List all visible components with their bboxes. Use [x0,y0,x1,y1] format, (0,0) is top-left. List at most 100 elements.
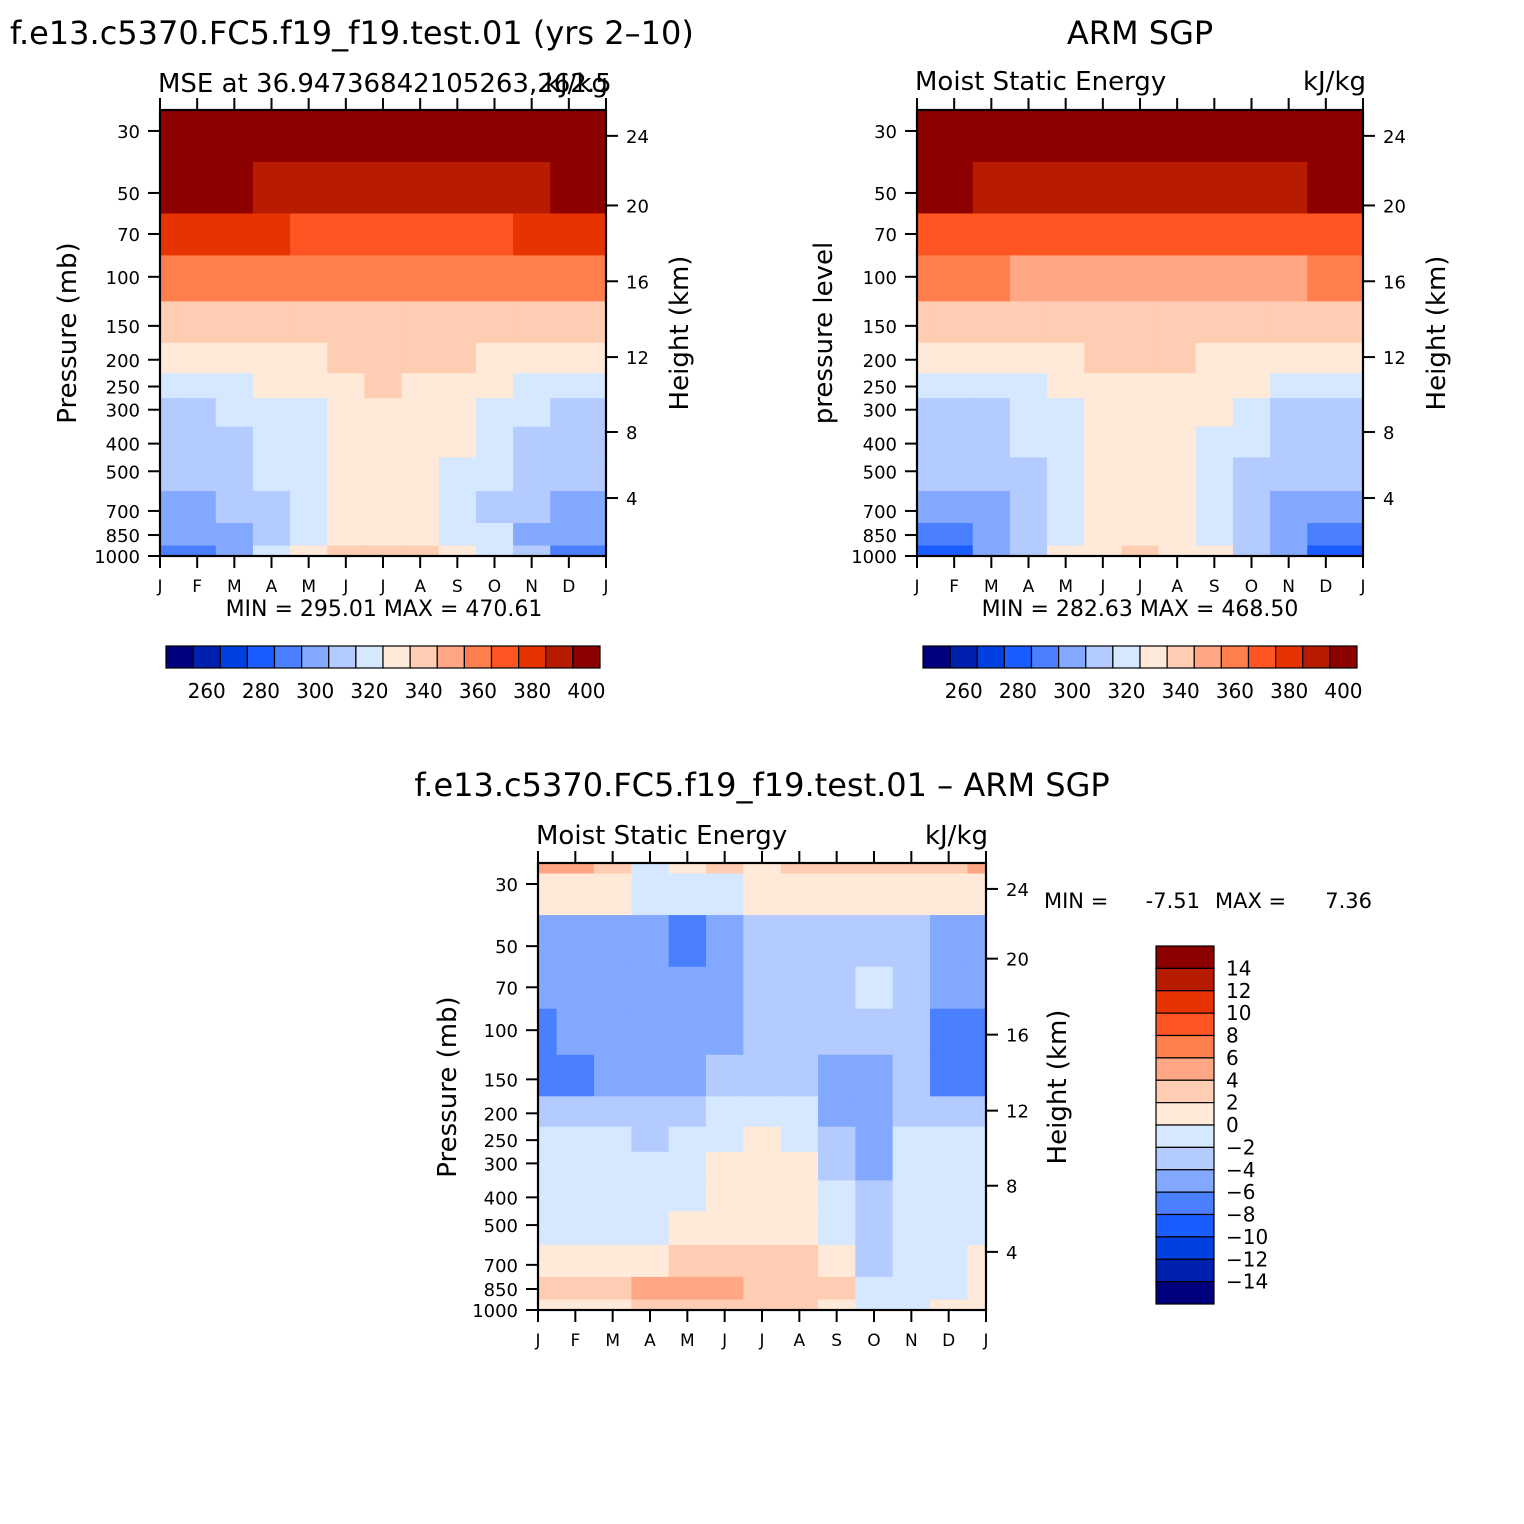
heatmap-cell [818,1180,856,1212]
heatmap-cell [1121,523,1160,547]
colorbar-label: 400 [1324,679,1362,703]
heatmap-cell [668,966,707,1010]
heatmap-cell [290,213,328,256]
heatmap-cell [327,213,366,256]
x-tick-label: N [905,1331,918,1351]
heatmap-cell [364,545,403,557]
heatmap-cell [475,373,514,399]
heatmap-cell [538,1151,558,1181]
y-tick-label: 400 [863,435,897,456]
heatmap-cell [935,373,974,399]
colorbar-label: −2 [1226,1135,1255,1159]
heatmap-cell [178,161,217,215]
heatmap-cell [967,1244,987,1278]
heatmap-cell [252,301,291,344]
heatmap-cell [917,426,937,459]
heatmap-cell [1121,398,1160,428]
heatmap-cell [780,863,819,875]
heatmap-cell [401,110,440,163]
heatmap-cell [550,523,589,547]
x-tick-label: M [227,577,242,597]
x-tick-label: O [867,1331,880,1351]
heatmap-cell [594,1151,632,1181]
heatmap-cell [1307,213,1346,256]
heatmap-cell [668,1126,707,1153]
colorbar-box [1155,967,1215,992]
heatmap-cell [1232,213,1271,256]
y-tick-label: 500 [863,462,897,483]
y2-tick-label: 20 [1006,950,1029,971]
colorbar-label: 360 [459,679,497,703]
heatmap-cell [513,213,551,256]
heatmap-cell [550,398,589,428]
heatmap-cell [967,1211,987,1246]
heatmap-cell [855,1151,894,1181]
heatmap-cell [706,1096,744,1128]
heatmap-cell [706,1180,744,1212]
x-tick-label: N [1282,577,1295,597]
y2-tick-label: 12 [1383,348,1406,369]
heatmap-cell [818,966,856,1010]
heatmap-cell [1270,457,1308,492]
heatmap-cell [1084,213,1123,256]
heatmap-cell [917,213,937,256]
heatmap-cell [1307,426,1346,459]
x-tick-label: M [984,577,999,597]
heatmap-cell [1307,491,1346,524]
colorbar-label: 0 [1226,1113,1239,1137]
heatmap-cell [743,1054,782,1097]
heatmap-cell [935,545,974,557]
heatmap-cell [364,213,403,256]
heatmap-cell [364,426,403,459]
panel-obs-units: kJ/kg [1303,67,1366,97]
heatmap-cell [1158,426,1197,459]
heatmap-cell [364,161,403,215]
colorbar-box [1030,645,1060,669]
heatmap-cell [631,1180,670,1212]
heatmap-cell [892,966,931,1010]
heatmap-cell [855,1008,894,1056]
heatmap-cell [818,873,856,916]
colorbar-label: −8 [1226,1203,1255,1227]
heatmap-cell [972,255,1011,302]
heatmap-cell [550,301,589,344]
heatmap-cell [892,1276,931,1301]
colorbar-box [1085,645,1114,669]
heatmap-cell [1270,301,1308,344]
heatmap-cell [1344,457,1364,492]
heatmap-cell [743,966,782,1010]
heatmap-cell [930,1054,968,1097]
heatmap-cell [1009,301,1048,344]
heatmap-cell [1232,545,1271,557]
panel-diff-stats-max: 7.36 [1325,889,1372,913]
heatmap-cell [706,1299,744,1311]
heatmap-cell [930,1008,968,1056]
heatmap-cell [538,1096,558,1128]
heatmap-cell [1047,161,1085,215]
heatmap-cell [892,1126,931,1153]
heatmap-cell [1158,491,1197,524]
heatmap-cell [1307,255,1346,302]
colorbar-box [1003,645,1033,669]
heatmap-cell [215,457,254,492]
heatmap-cell [972,342,1011,374]
y-tick-label: 300 [106,401,140,422]
heatmap-cell [1232,426,1271,459]
heatmap-cell [972,545,1011,557]
colorbar-label: 300 [1053,679,1091,703]
panel-model-y2label: Height (km) [665,256,695,411]
x-tick-label: O [1245,577,1258,597]
colorbar-label: 340 [1162,679,1200,703]
heatmap-cell [917,491,937,524]
heatmap-cell [252,255,291,302]
heatmap-cell [438,255,477,302]
heatmap-cell [178,398,217,428]
heatmap-cell [215,213,254,256]
heatmap-cell [1047,301,1085,344]
y-tick-label: 100 [106,268,140,289]
heatmap-cell [631,1008,670,1056]
heatmap-cell [967,915,987,968]
heatmap-cell [818,1276,856,1301]
